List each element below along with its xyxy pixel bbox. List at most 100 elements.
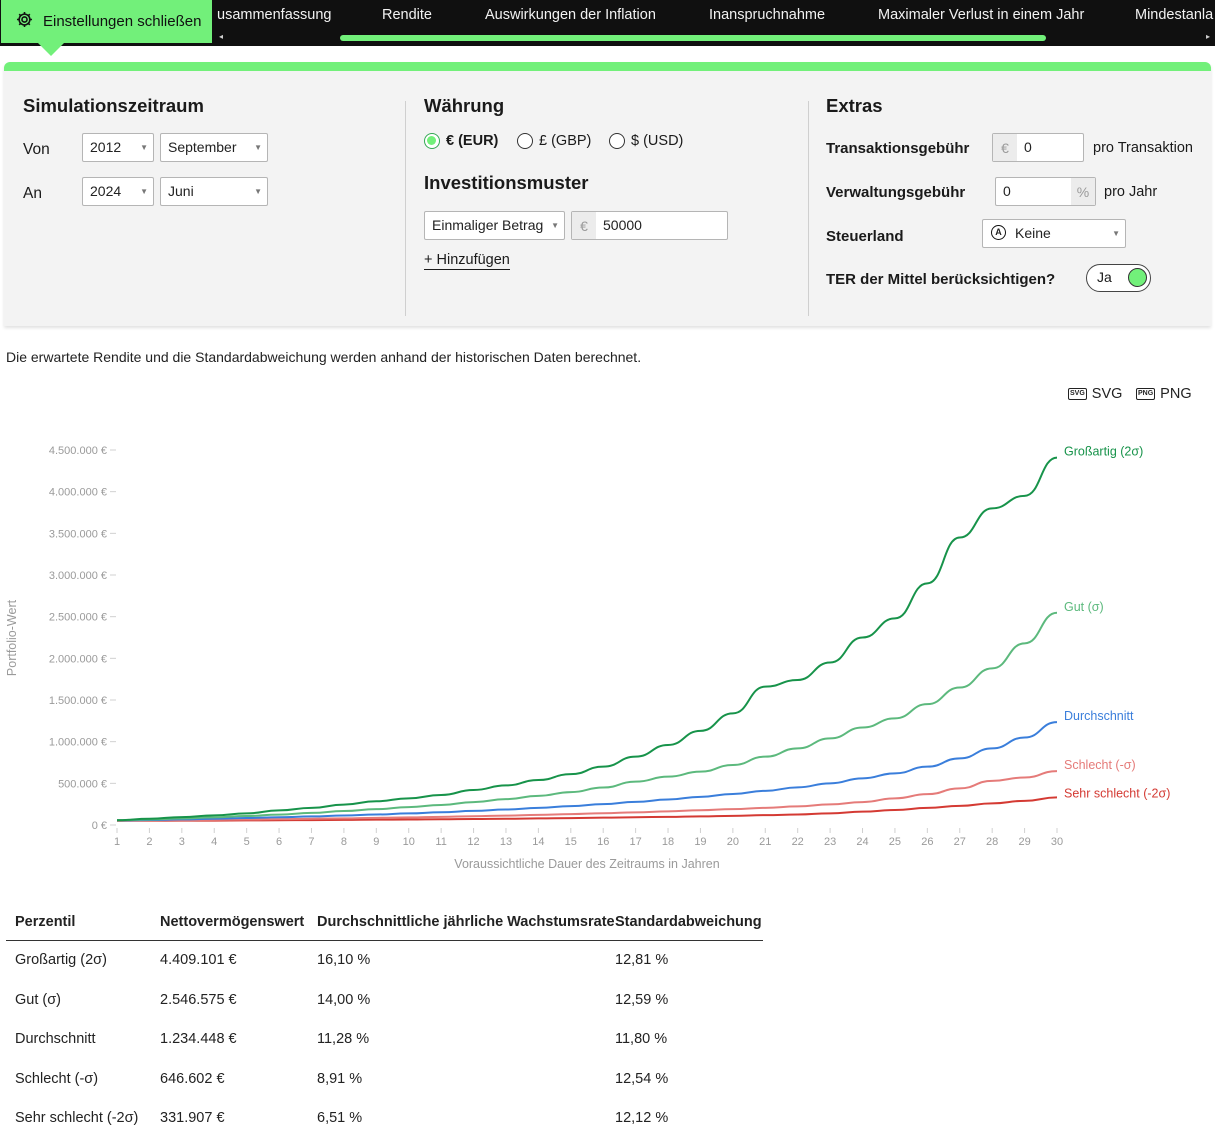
- col-header-net-worth: Nettovermögenswert: [160, 914, 305, 930]
- cell-percentile: Großartig (2σ): [15, 952, 107, 968]
- y-tick-label: 500.000 €: [58, 778, 107, 790]
- euro-prefix: €: [572, 212, 596, 239]
- investment-type-select[interactable]: Einmaliger Betrag ▼: [424, 211, 565, 240]
- tab-summary[interactable]: usammenfassung: [217, 7, 332, 23]
- tab-max-loss[interactable]: Maximaler Verlust in einem Jahr: [878, 7, 1085, 23]
- extras-title: Extras: [826, 95, 883, 116]
- to-year-value: 2024: [90, 183, 122, 199]
- radio-selected-icon: [424, 133, 440, 149]
- x-tick-label: 20: [727, 836, 739, 848]
- x-tick-label: 17: [629, 836, 641, 848]
- cell-net-worth: 4.409.101 €: [160, 952, 237, 968]
- y-tick-label: 4.500.000 €: [49, 445, 107, 457]
- currency-eur-radio[interactable]: € (EUR): [424, 133, 498, 149]
- tx-fee-value: 0: [1024, 139, 1032, 155]
- investment-amount-field[interactable]: € 50000: [571, 211, 728, 240]
- x-tick-label: 30: [1051, 836, 1063, 848]
- from-year-select[interactable]: 2012 ▼: [82, 133, 154, 162]
- chevron-down-icon: ▼: [140, 143, 148, 152]
- to-month-select[interactable]: Juni ▼: [160, 177, 268, 206]
- percent-suffix: %: [1071, 178, 1095, 205]
- cell-growth-rate: 6,51 %: [317, 1110, 363, 1127]
- x-tick-label: 7: [308, 836, 314, 848]
- from-month-select[interactable]: September ▼: [160, 133, 268, 162]
- tx-fee-field[interactable]: € 0: [992, 133, 1084, 162]
- ter-toggle[interactable]: Ja: [1086, 264, 1151, 292]
- to-year-select[interactable]: 2024 ▼: [82, 177, 154, 206]
- cell-growth-rate: 14,00 %: [317, 991, 371, 1008]
- x-tick-label: 10: [403, 836, 415, 848]
- x-tick-label: 14: [532, 836, 544, 848]
- divider: [405, 101, 406, 316]
- export-png-button[interactable]: PNG PNG: [1136, 386, 1192, 402]
- cell-percentile: Sehr schlecht (-2σ): [15, 1110, 139, 1127]
- gear-icon: [15, 10, 34, 33]
- x-tick-label: 22: [792, 836, 804, 848]
- from-month-value: September: [168, 139, 237, 155]
- ter-toggle-label: Ja: [1097, 269, 1112, 285]
- tab-inflation[interactable]: Auswirkungen der Inflation: [485, 7, 656, 23]
- x-tick-label: 19: [694, 836, 706, 848]
- cell-percentile: Gut (σ): [15, 991, 62, 1008]
- cell-net-worth: 1.234.448 €: [160, 1031, 237, 1048]
- chevron-down-icon: ▼: [254, 143, 262, 152]
- svg-file-icon: SVG: [1068, 388, 1087, 400]
- close-settings-button[interactable]: Einstellungen schließen: [1, 0, 212, 43]
- add-investment-link[interactable]: + Hinzufügen: [424, 252, 510, 270]
- mgmt-fee-value: 0: [1003, 183, 1011, 199]
- scroll-left-icon[interactable]: ◂: [219, 32, 224, 41]
- cell-percentile: Schlecht (-σ): [15, 1070, 99, 1087]
- currency-usd-radio[interactable]: $ (USD): [609, 133, 683, 149]
- cell-std-dev: 12,59 %: [615, 991, 669, 1008]
- tax-country-value: Keine: [1015, 225, 1051, 241]
- percentile-table: Perzentil Nettovermögenswert Durchschnit…: [6, 902, 763, 1139]
- x-tick-label: 24: [856, 836, 868, 848]
- tab-min-investment[interactable]: Mindestanla: [1135, 7, 1214, 23]
- table-header: Perzentil Nettovermögenswert Durchschnit…: [6, 902, 763, 941]
- x-tick-label: 11: [435, 836, 446, 848]
- currency-title: Währung: [424, 95, 505, 116]
- investment-type-value: Einmaliger Betrag: [432, 217, 544, 233]
- tab-returns[interactable]: Rendite: [382, 7, 432, 23]
- currency-eur-label: € (EUR): [446, 133, 499, 149]
- x-tick-label: 5: [244, 836, 250, 848]
- export-png-label: PNG: [1160, 386, 1192, 402]
- scroll-right-icon[interactable]: ▸: [1206, 32, 1211, 41]
- y-tick-label: 0 €: [92, 820, 107, 832]
- x-tick-label: 13: [500, 836, 512, 848]
- cell-net-worth: 331.907 €: [160, 1110, 225, 1127]
- series-line: [116, 796, 1058, 822]
- tab-withdrawal[interactable]: Inanspruchnahme: [709, 7, 826, 23]
- x-tick-label: 8: [341, 836, 347, 848]
- mgmt-fee-field[interactable]: 0 %: [995, 177, 1096, 206]
- cell-std-dev: 11,80 %: [615, 1031, 668, 1048]
- tax-country-select[interactable]: A Keine ▼: [982, 219, 1126, 248]
- series-label: Sehr schlecht (-2σ): [1064, 786, 1170, 800]
- cell-net-worth: 646.602 €: [160, 1070, 225, 1087]
- ter-label: TER der Mittel berücksichtigen?: [826, 271, 1056, 288]
- export-svg-button[interactable]: SVG SVG: [1068, 386, 1122, 402]
- settings-panel: Simulationszeitraum Von 2012 ▼ September…: [4, 62, 1211, 326]
- close-settings-label: Einstellungen schließen: [43, 13, 202, 30]
- x-tick-label: 21: [759, 836, 771, 848]
- tabs-scrollbar[interactable]: [340, 35, 1046, 41]
- currency-gbp-radio[interactable]: £ (GBP): [517, 133, 591, 149]
- y-tick-label: 3.000.000 €: [49, 570, 107, 582]
- cell-growth-rate: 16,10 %: [317, 952, 371, 968]
- x-tick-label: 3: [179, 836, 185, 848]
- export-svg-label: SVG: [1091, 386, 1123, 402]
- table-row: Großartig (2σ) 4.409.101 € 16,10 % 12,81…: [6, 941, 763, 981]
- series-line: [116, 770, 1058, 822]
- y-tick-label: 1.500.000 €: [49, 695, 107, 707]
- chevron-down-icon: ▼: [551, 221, 559, 230]
- x-tick-label: 1: [114, 836, 120, 848]
- chevron-down-icon: ▼: [1112, 229, 1120, 238]
- col-header-growth-rate: Durchschnittliche jährliche Wachstumsrat…: [317, 914, 615, 930]
- to-month-value: Juni: [168, 183, 194, 199]
- chart-description: Die erwartete Rendite und die Standardab…: [6, 349, 642, 365]
- chevron-down-icon: ▼: [254, 187, 262, 196]
- x-tick-label: 9: [373, 836, 379, 848]
- series-line: [116, 456, 1058, 822]
- mgmt-fee-suffix: pro Jahr: [1104, 184, 1158, 200]
- x-tick-label: 12: [467, 836, 479, 848]
